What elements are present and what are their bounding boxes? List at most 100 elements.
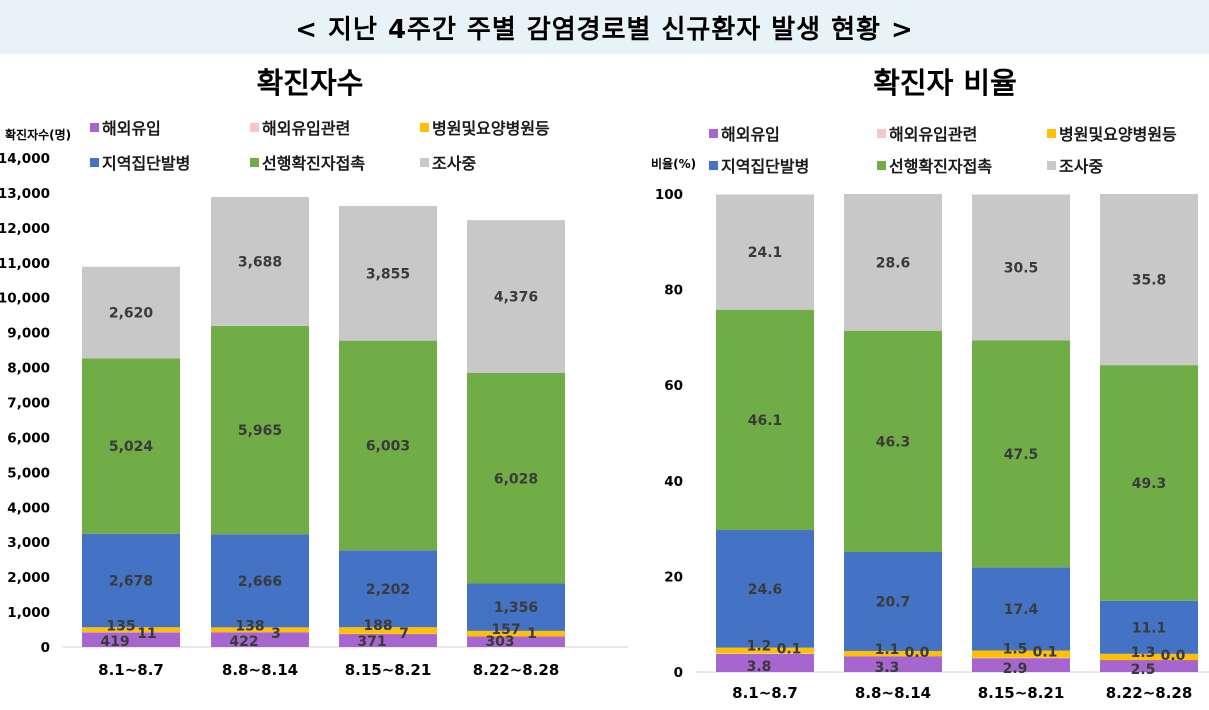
- legend-swatch: [877, 161, 886, 170]
- bar-segment: [339, 205, 437, 341]
- legend-label: 지역집단발병: [721, 157, 809, 176]
- legend-swatch: [250, 158, 259, 167]
- data-label: 1.1: [875, 642, 900, 658]
- data-label: 0.1: [1033, 644, 1058, 660]
- data-label: 49.3: [1132, 476, 1167, 492]
- bar-segment: [972, 194, 1070, 341]
- bar-segment: [1100, 194, 1198, 366]
- data-label: 2.5: [1131, 662, 1156, 678]
- bar-segment: [82, 266, 180, 359]
- y-tick-label: 100: [655, 187, 683, 203]
- y-tick-label: 3,000: [7, 535, 50, 551]
- data-label: 46.1: [748, 413, 783, 429]
- y-tick-label: 80: [664, 283, 683, 299]
- data-label: 30.5: [1004, 260, 1039, 276]
- y-tick-label: 13,000: [0, 186, 50, 202]
- y-tick-label: 40: [664, 474, 683, 490]
- x-tick-label: 8.15~8.21: [978, 684, 1065, 702]
- data-label: 2,678: [109, 573, 153, 589]
- data-label: 11.1: [1132, 620, 1167, 636]
- data-label: 2,202: [366, 582, 410, 598]
- chart-title: 확진자수: [257, 66, 364, 100]
- data-label: 3.3: [875, 660, 900, 676]
- y-tick-label: 20: [664, 569, 683, 585]
- data-label: 0.0: [905, 645, 930, 661]
- y-tick-label: 10,000: [0, 291, 50, 307]
- bar-segment: [211, 197, 309, 326]
- data-label: 371: [357, 634, 386, 650]
- data-label: 47.5: [1004, 447, 1039, 463]
- bar-segment: [211, 325, 309, 535]
- legend-label: 선행확진자접촉: [262, 154, 365, 173]
- legend-label: 지역집단발병: [102, 154, 190, 173]
- data-label: 6,028: [494, 471, 538, 487]
- bar-segment: [467, 630, 565, 637]
- data-label: 303: [485, 634, 514, 650]
- bar-segment: [1100, 600, 1198, 654]
- bar-segment: [844, 194, 942, 331]
- legend-label: 병원및요양병원등: [432, 119, 550, 138]
- bar-segment: [972, 650, 1070, 658]
- bar-segment: [82, 533, 180, 628]
- y-tick-label: 2,000: [7, 570, 50, 586]
- y-axis-label: 확진자수(명): [5, 127, 71, 142]
- data-label: 188: [363, 618, 392, 634]
- x-tick-label: 8.15~8.21: [345, 661, 432, 679]
- legend-label: 병원및요양병원등: [1059, 125, 1177, 144]
- y-tick-label: 5,000: [7, 465, 50, 481]
- bar-segment: [467, 636, 565, 647]
- y-tick-label: 0: [41, 640, 50, 656]
- legend-label: 조사중: [1059, 157, 1103, 176]
- legend-swatch: [709, 161, 718, 170]
- data-label: 138: [235, 618, 264, 634]
- legend-swatch: [90, 123, 99, 132]
- y-tick-label: 60: [664, 378, 683, 394]
- x-tick-label: 8.22~8.28: [473, 661, 560, 679]
- x-tick-label: 8.8~8.14: [855, 684, 931, 702]
- legend-label: 해외유입관련: [262, 119, 350, 138]
- data-label: 5,024: [109, 439, 154, 455]
- bar-segment: [339, 340, 437, 551]
- bar-segment: [211, 627, 309, 633]
- bar-segment: [339, 550, 437, 628]
- page-title: < 지난 4주간 주별 감염경로별 신규환자 발생 현황 >: [295, 14, 914, 45]
- bar-segment: [972, 340, 1070, 568]
- bar-segment: [82, 632, 180, 647]
- bar-segment: [716, 309, 814, 531]
- bar-segment: [716, 647, 814, 654]
- data-label: 1,356: [494, 600, 538, 616]
- data-label: 24.6: [748, 582, 783, 598]
- legend-label: 조사중: [432, 154, 476, 173]
- data-label: 0.1: [777, 642, 802, 658]
- data-label: 157: [491, 622, 520, 638]
- x-tick-label: 8.22~8.28: [1106, 684, 1193, 702]
- bar-segment: [82, 358, 180, 534]
- bar-segment: [211, 632, 309, 647]
- bar-segment: [1100, 660, 1198, 672]
- data-label: 7: [399, 626, 409, 642]
- data-label: 3.8: [747, 659, 772, 675]
- bar-segment: [844, 330, 942, 553]
- data-label: 3,855: [366, 266, 410, 282]
- data-label: 1.2: [747, 639, 772, 655]
- data-label: 2,666: [238, 574, 282, 590]
- y-tick-label: 6,000: [7, 430, 50, 446]
- bar-segment: [972, 567, 1070, 651]
- bar-segment: [844, 650, 942, 657]
- data-label: 24.1: [748, 245, 783, 261]
- data-label: 17.4: [1004, 602, 1039, 618]
- y-tick-label: 4,000: [7, 500, 50, 516]
- bar-segment: [844, 552, 942, 651]
- legend-swatch: [420, 158, 429, 167]
- legend-swatch: [250, 123, 259, 132]
- bar-segment: [972, 658, 1070, 672]
- bar-segment: [1100, 653, 1198, 661]
- legend-label: 선행확진자접촉: [889, 157, 992, 176]
- legend-swatch: [90, 158, 99, 167]
- data-label: 422: [229, 634, 258, 650]
- y-tick-label: 14,000: [0, 151, 50, 167]
- legend-swatch: [1047, 161, 1056, 170]
- y-axis-label: 비율(%): [651, 156, 696, 171]
- data-label: 419: [100, 634, 129, 650]
